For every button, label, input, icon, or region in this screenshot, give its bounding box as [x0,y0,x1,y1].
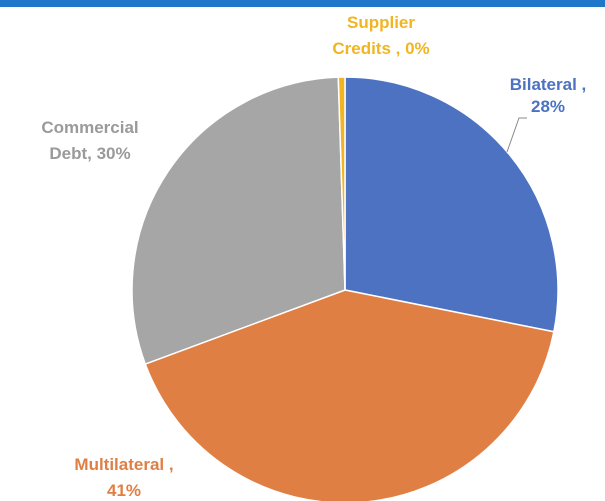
pie-slice-supplier-credits [337,76,346,291]
slice-label-supplier-credits: Supplier Credits , 0% [332,13,429,58]
pie-slices [131,76,559,501]
slice-label-commercial-debt: Commercial Debt, 30% [41,118,138,163]
slice-label-multilateral: Multilateral , 41% [74,455,173,500]
leader-lines [506,117,527,153]
pie-slice-multilateral [144,289,555,501]
pie-slice-commercial-debt [131,76,346,366]
slice-label-bilateral: Bilateral , 28% [510,75,587,116]
slice-labels: Bilateral , 28% Multilateral , 41% Commercia… [41,13,586,500]
top-accent-bar [0,0,605,7]
pie-slice-bilateral [344,76,559,333]
leader-line-bilateral [506,117,527,153]
